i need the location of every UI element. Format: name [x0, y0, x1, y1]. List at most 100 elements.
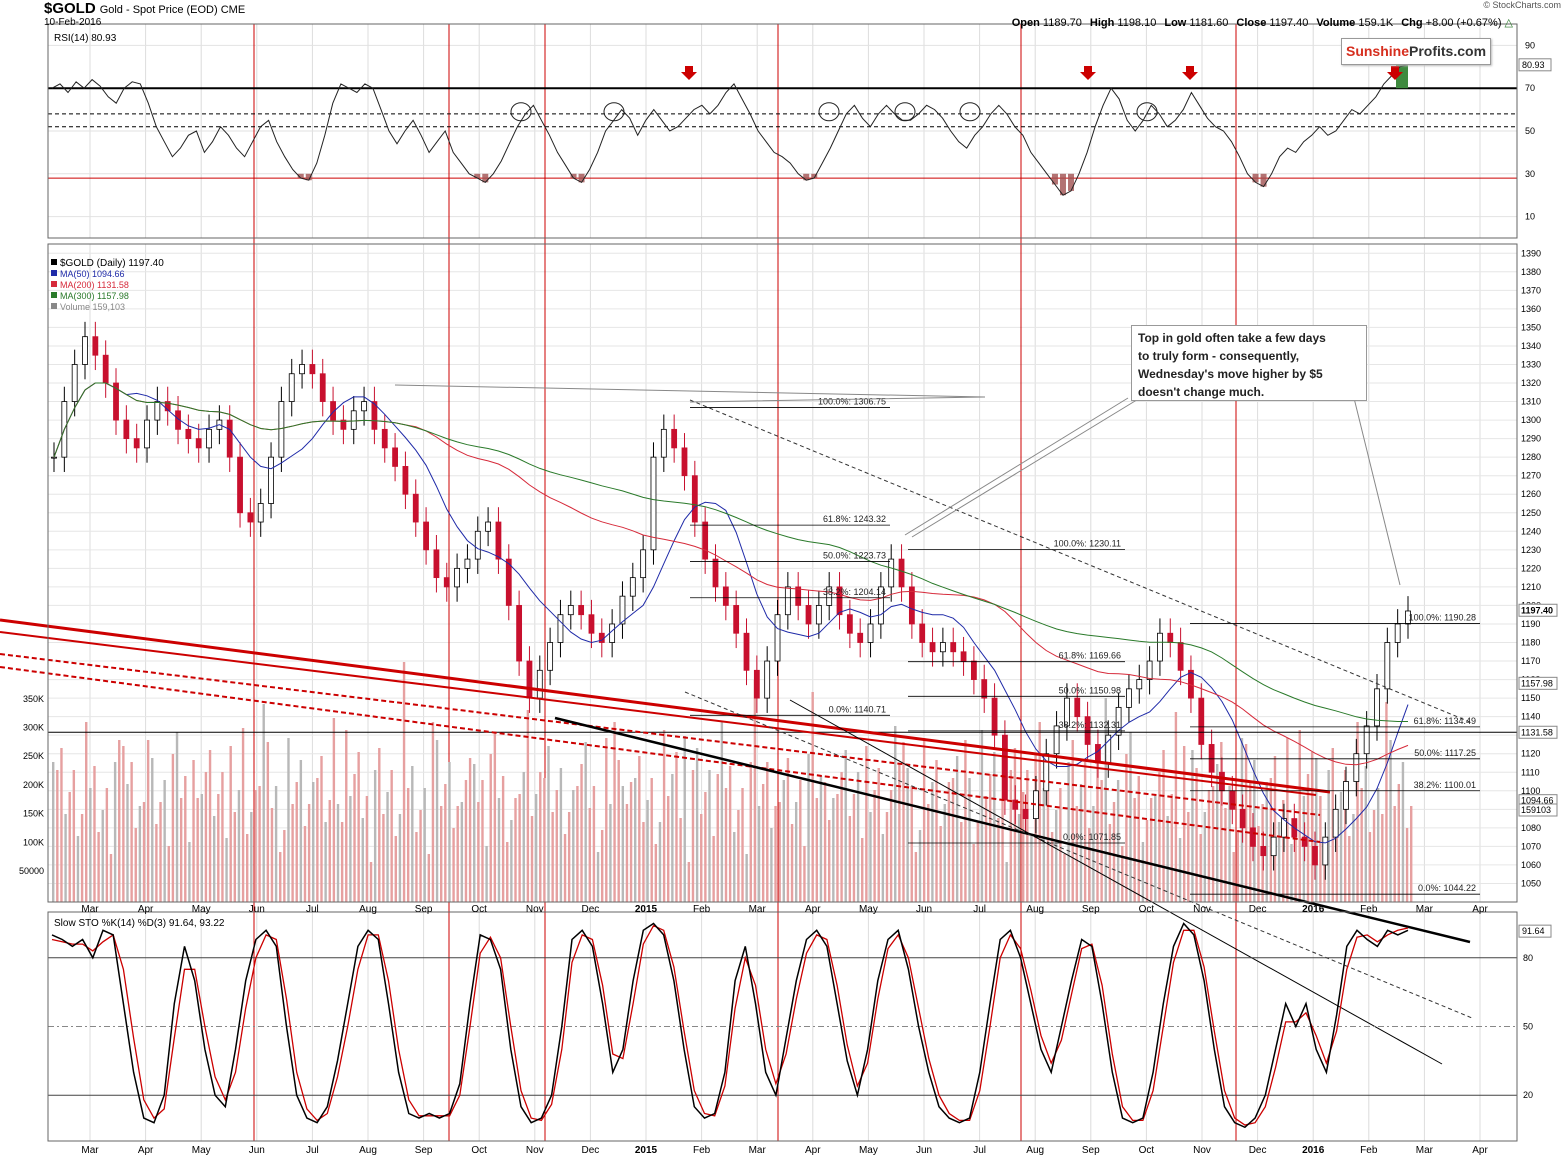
volume-bar [134, 828, 137, 902]
price-right-badge [1518, 676, 1558, 690]
ma50-line [53, 382, 1409, 844]
candle-body [1384, 642, 1391, 690]
volume-bar [873, 790, 876, 902]
rsi-y-tick: 90 [1525, 40, 1535, 50]
x-label-sto: Feb [1360, 1145, 1378, 1156]
fib-level-label: 100.0%: 1190.28 [1409, 612, 1476, 622]
candle-body [1012, 799, 1019, 810]
candle-body [1343, 781, 1349, 810]
volume-bar [1236, 830, 1240, 902]
candle-body [1095, 744, 1101, 764]
panel-frame [47, 243, 1518, 903]
x-label-price: 2015 [635, 904, 658, 915]
candle-body [299, 364, 305, 375]
volume-bar [1162, 750, 1165, 902]
volume-bar [1397, 784, 1401, 902]
volume-bar [877, 768, 880, 902]
volume-bar [431, 722, 435, 902]
volume-bar [1088, 828, 1091, 902]
volume-bar [704, 792, 707, 902]
x-label-sto: Jun [916, 1145, 932, 1156]
volume-bar [803, 846, 806, 902]
volume-bar [1360, 788, 1363, 902]
volume-bar [828, 820, 831, 902]
volume-bar [658, 822, 662, 902]
volume-bar [460, 802, 464, 902]
red-down-arrow-icon [1182, 66, 1198, 80]
red-dashed-trendline [0, 653, 1321, 816]
x-label-sto: Oct [1139, 1145, 1155, 1156]
x-label-price: Apr [1472, 904, 1488, 915]
candle-body [51, 456, 57, 459]
volume-bar [1046, 766, 1050, 902]
x-label-sto: May [192, 1145, 211, 1156]
volume-bar [572, 790, 575, 902]
x-label-price: 2016 [1302, 904, 1325, 915]
volume-bar [1343, 770, 1347, 902]
panel-frames [47, 23, 1518, 1142]
volume-bar [159, 802, 162, 902]
volume-bar [1013, 748, 1017, 902]
volume-bar [1063, 854, 1066, 902]
panel-legends: RSI(14) 80.93 $GOLD (Daily) 1197.40MA(50)… [51, 33, 225, 929]
price-y-tick: 1240 [1521, 526, 1541, 536]
x-label-sto: Mar [81, 1145, 99, 1156]
volume-bar [1067, 762, 1070, 902]
x-label-price: Aug [1026, 904, 1044, 915]
rsi-circle-marker [959, 102, 981, 122]
candle-body [733, 605, 740, 634]
volume-bar [1166, 816, 1169, 902]
volume-bar [448, 762, 451, 902]
volume-bar [1352, 814, 1355, 902]
candle-body [671, 428, 678, 449]
volume-bar [1265, 782, 1268, 902]
volume-bar [1376, 788, 1380, 902]
volume-bar [72, 770, 76, 902]
x-label-sto: Aug [359, 1145, 377, 1156]
up-triangle-icon: △ [1501, 17, 1513, 29]
volume-bar [634, 778, 637, 902]
rsi-circle-marker [894, 102, 916, 122]
x-label-price: Jun [916, 904, 932, 915]
volume-bar [1145, 820, 1149, 902]
candle-body [392, 447, 398, 467]
candle-body [516, 605, 523, 662]
rsi-oversold-fill [811, 173, 818, 179]
candle-body [92, 336, 99, 356]
volume-bar [1026, 770, 1029, 902]
x-label-price: Apr [138, 904, 154, 915]
rsi-oversold-fill [803, 173, 810, 181]
volume-bar [365, 796, 369, 902]
volume-bar [64, 814, 67, 902]
sto-y-tick: 80 [1523, 953, 1533, 963]
candle-body [319, 373, 326, 402]
x-label-sto: Nov [526, 1145, 544, 1156]
volume-bar [625, 804, 629, 902]
candle-body [454, 567, 460, 588]
volume-bar [600, 830, 604, 902]
x-label-price: Nov [1193, 904, 1211, 915]
volume-bar [361, 818, 364, 902]
volume-bar [312, 782, 315, 902]
x-label-price: Dec [1249, 904, 1267, 915]
volume-bar [1335, 814, 1339, 902]
dashed-trendline [684, 691, 1473, 1019]
volume-bar [1306, 774, 1310, 902]
volume-bar [1100, 780, 1103, 902]
candle-body [567, 605, 574, 616]
volume-bar [1282, 800, 1285, 902]
volume-bar [889, 790, 893, 902]
volume-bar [307, 804, 311, 902]
volume-bar [233, 812, 237, 902]
candle-body [288, 373, 295, 402]
volume-bar [964, 740, 967, 902]
volume-bar [794, 802, 798, 902]
red-vertical-lines [253, 24, 1237, 1141]
x-label-sto: Dec [582, 1145, 600, 1156]
fib-level-label: 0.0%: 1140.71 [829, 704, 886, 714]
volume-bar [749, 762, 752, 902]
volume-bar [555, 790, 558, 902]
volume-bar [89, 788, 92, 902]
candle-body [1281, 818, 1287, 838]
ohlc-chg: Chg +8.00 (+0.67%) [1393, 17, 1501, 29]
